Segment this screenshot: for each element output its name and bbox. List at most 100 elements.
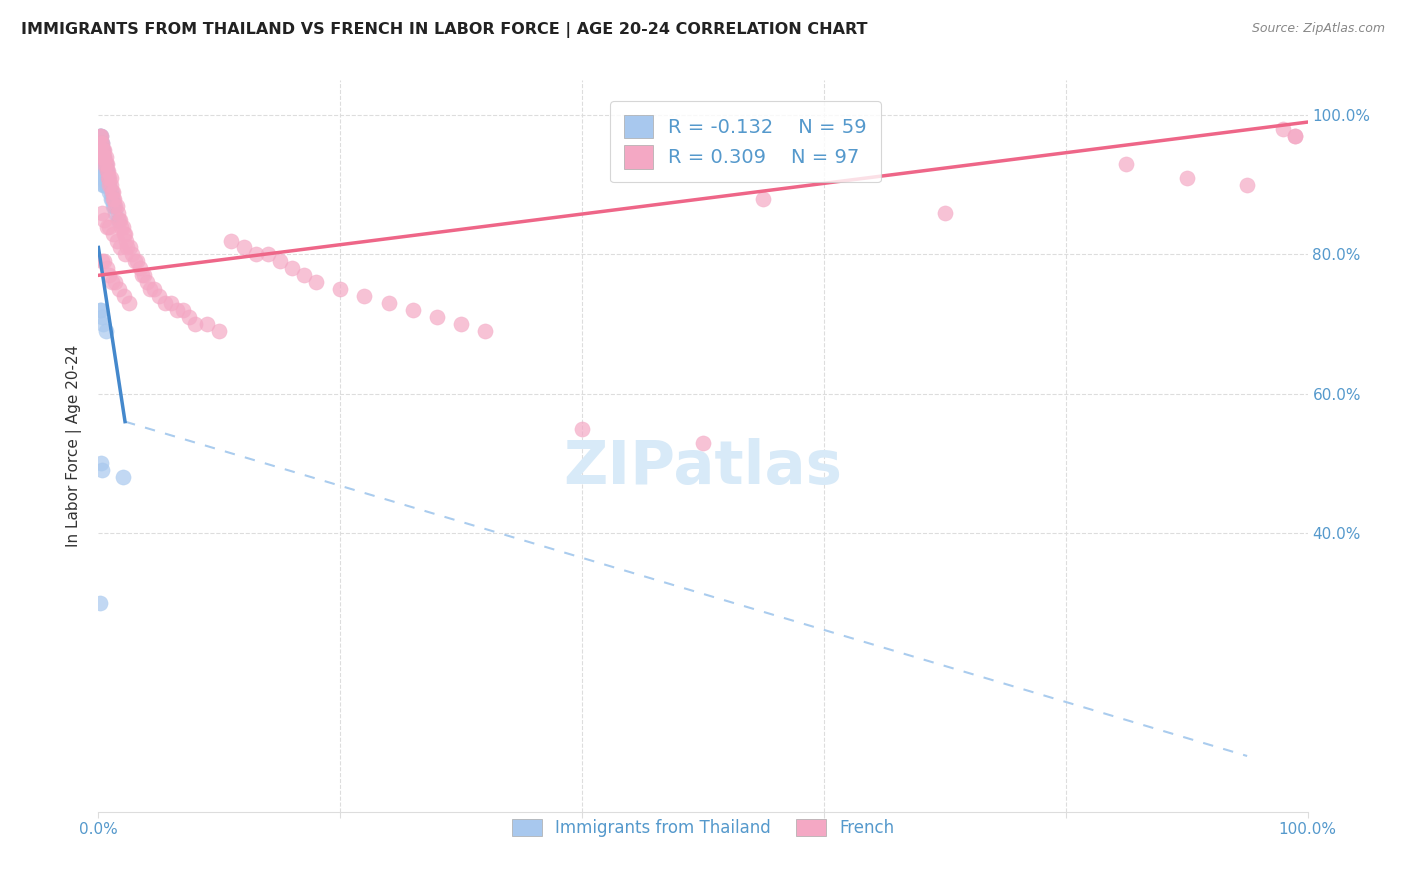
Point	[90, 457, 112, 471]
Point	[90, 303, 112, 318]
Point	[97, 178, 120, 192]
Point	[91, 170, 114, 185]
Point	[1284, 128, 1306, 143]
Point	[1272, 122, 1295, 136]
Point	[100, 170, 122, 185]
Point	[934, 205, 956, 219]
Point	[172, 303, 194, 318]
Point	[91, 164, 114, 178]
Point	[93, 143, 115, 157]
Point	[90, 128, 112, 143]
Point	[134, 268, 156, 283]
Point	[96, 219, 118, 234]
Point	[104, 275, 127, 289]
Point	[91, 150, 114, 164]
Point	[91, 157, 114, 171]
Point	[108, 212, 131, 227]
Point	[111, 219, 134, 234]
Point	[93, 178, 115, 192]
Point	[91, 150, 114, 164]
Point	[107, 205, 129, 219]
Point	[93, 150, 115, 164]
Point	[100, 178, 122, 192]
Point	[121, 247, 143, 261]
Point	[184, 317, 207, 331]
Point	[94, 157, 117, 171]
Point	[91, 143, 114, 157]
Point	[90, 164, 112, 178]
Point	[90, 128, 112, 143]
Point	[269, 254, 291, 268]
Point	[166, 303, 188, 318]
Point	[94, 324, 117, 338]
Point	[148, 289, 170, 303]
Point	[96, 157, 118, 171]
Point	[101, 199, 124, 213]
Point	[1175, 170, 1198, 185]
Point	[89, 128, 111, 143]
Point	[402, 303, 425, 318]
Point	[104, 199, 127, 213]
Point	[195, 317, 218, 331]
Point	[101, 227, 124, 241]
Point	[89, 136, 111, 150]
Point	[91, 150, 114, 164]
Point	[377, 296, 399, 310]
Point	[91, 136, 114, 150]
Point	[91, 178, 114, 192]
Point	[127, 254, 149, 268]
Point	[93, 157, 115, 171]
Point	[98, 170, 121, 185]
Point	[100, 192, 122, 206]
Point	[89, 143, 111, 157]
Text: Source: ZipAtlas.com: Source: ZipAtlas.com	[1251, 22, 1385, 36]
Point	[91, 317, 114, 331]
Point	[91, 205, 114, 219]
Point	[89, 128, 111, 143]
Point	[90, 157, 112, 171]
Point	[103, 192, 125, 206]
Point	[96, 164, 118, 178]
Point	[94, 170, 117, 185]
Point	[112, 289, 135, 303]
Point	[100, 275, 122, 289]
Point	[101, 185, 124, 199]
Point	[91, 136, 114, 150]
Point	[118, 240, 141, 254]
Point	[117, 240, 139, 254]
Point	[93, 212, 115, 227]
Point	[98, 178, 121, 192]
Point	[114, 247, 136, 261]
Point	[91, 254, 114, 268]
Point	[100, 192, 122, 206]
Point	[128, 261, 150, 276]
Point	[91, 170, 114, 185]
Point	[105, 199, 128, 213]
Point	[131, 268, 153, 283]
Point	[474, 324, 496, 338]
Point	[89, 150, 111, 164]
Point	[91, 143, 114, 157]
Point	[96, 170, 118, 185]
Point	[450, 317, 472, 331]
Point	[98, 268, 121, 283]
Point	[97, 170, 120, 185]
Point	[571, 421, 593, 435]
Legend: Immigrants from Thailand, French: Immigrants from Thailand, French	[505, 812, 901, 844]
Point	[91, 150, 114, 164]
Point	[91, 463, 114, 477]
Point	[91, 143, 114, 157]
Point	[143, 282, 166, 296]
Point	[91, 143, 114, 157]
Point	[281, 261, 304, 276]
Point	[98, 185, 121, 199]
Point	[91, 310, 114, 325]
Y-axis label: In Labor Force | Age 20-24: In Labor Force | Age 20-24	[66, 345, 83, 547]
Text: ZIPatlas: ZIPatlas	[564, 439, 842, 498]
Point	[115, 234, 138, 248]
Point	[353, 289, 375, 303]
Point	[104, 205, 127, 219]
Point	[108, 212, 131, 227]
Point	[139, 282, 162, 296]
Point	[98, 178, 121, 192]
